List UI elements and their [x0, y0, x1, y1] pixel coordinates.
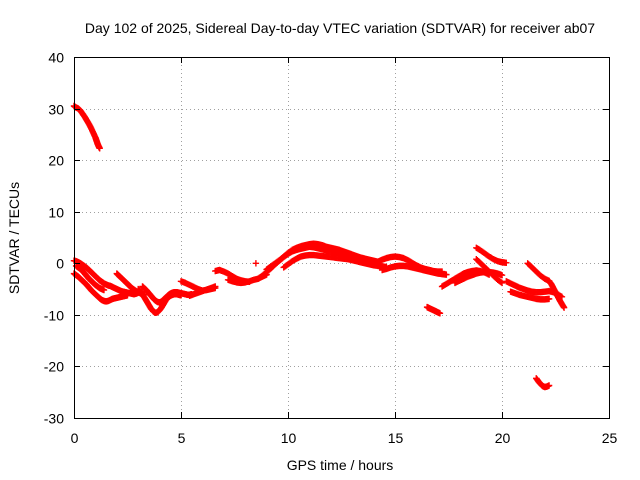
y-tick-label: -30 [44, 411, 64, 427]
data-point [503, 259, 510, 266]
series-arc-early-high [70, 102, 103, 152]
data-point [96, 145, 103, 152]
x-axis-label: GPS time / hours [287, 457, 394, 473]
data-point [498, 279, 506, 287]
series-arc-twentyone-low [533, 375, 553, 391]
data-point [124, 292, 131, 299]
y-tick-label: -10 [44, 308, 64, 324]
y-tick-label: -20 [44, 359, 64, 375]
x-tick-label: 25 [602, 430, 618, 446]
series-arc-early-b [70, 270, 131, 305]
series-arc-nineteen [473, 244, 510, 266]
series-arc-mid-c [139, 283, 195, 306]
data-point [545, 382, 553, 389]
y-axis-label: SDTVAR / TECUs [6, 182, 22, 294]
y-tick-label: 10 [48, 205, 64, 221]
axis-ticks: 0 5 10 15 20 25 -30 -20 -10 0 10 20 30 40 [44, 50, 618, 447]
series-arc-twentytwo [545, 278, 568, 311]
series-arc-rise-b [263, 240, 382, 273]
x-tick-label: 0 [71, 430, 79, 446]
data-point [545, 295, 553, 303]
data-point [436, 310, 444, 317]
data-point [252, 260, 260, 267]
plot-frame [74, 57, 610, 419]
data-point [443, 271, 450, 278]
y-tick-label: 0 [56, 256, 64, 272]
data-point [100, 286, 108, 294]
series-arc-mid-a [113, 270, 148, 298]
chart-title: Day 102 of 2025, Sidereal Day-to-day VTE… [85, 20, 595, 36]
y-tick-label: 30 [48, 102, 64, 118]
grid-layer [74, 57, 609, 418]
data-marks [70, 102, 568, 391]
x-tick-label: 20 [495, 430, 511, 446]
data-point [212, 283, 219, 290]
data-point [498, 271, 506, 279]
series-arc-mid-e [186, 283, 219, 299]
series-arc-twenty-b [507, 288, 553, 303]
x-tick-label: 10 [281, 430, 297, 446]
series-point-8-5 [252, 260, 260, 267]
series-arc-eighteen-b [451, 268, 506, 287]
y-tick-label: 20 [48, 153, 64, 169]
series-arc-seventeen [423, 303, 444, 317]
series-arc-rise-c [280, 251, 390, 271]
series-arc-fifteen-b [378, 262, 450, 278]
x-tick-label: 5 [178, 430, 186, 446]
series-arc-early-c [72, 262, 108, 294]
data-point [560, 304, 568, 311]
series-arc-nineteen-b [473, 255, 506, 287]
data-point [497, 278, 505, 286]
x-tick-label: 15 [388, 430, 404, 446]
y-tick-label: 40 [48, 50, 64, 66]
series-arc-twenty-c [524, 260, 553, 285]
